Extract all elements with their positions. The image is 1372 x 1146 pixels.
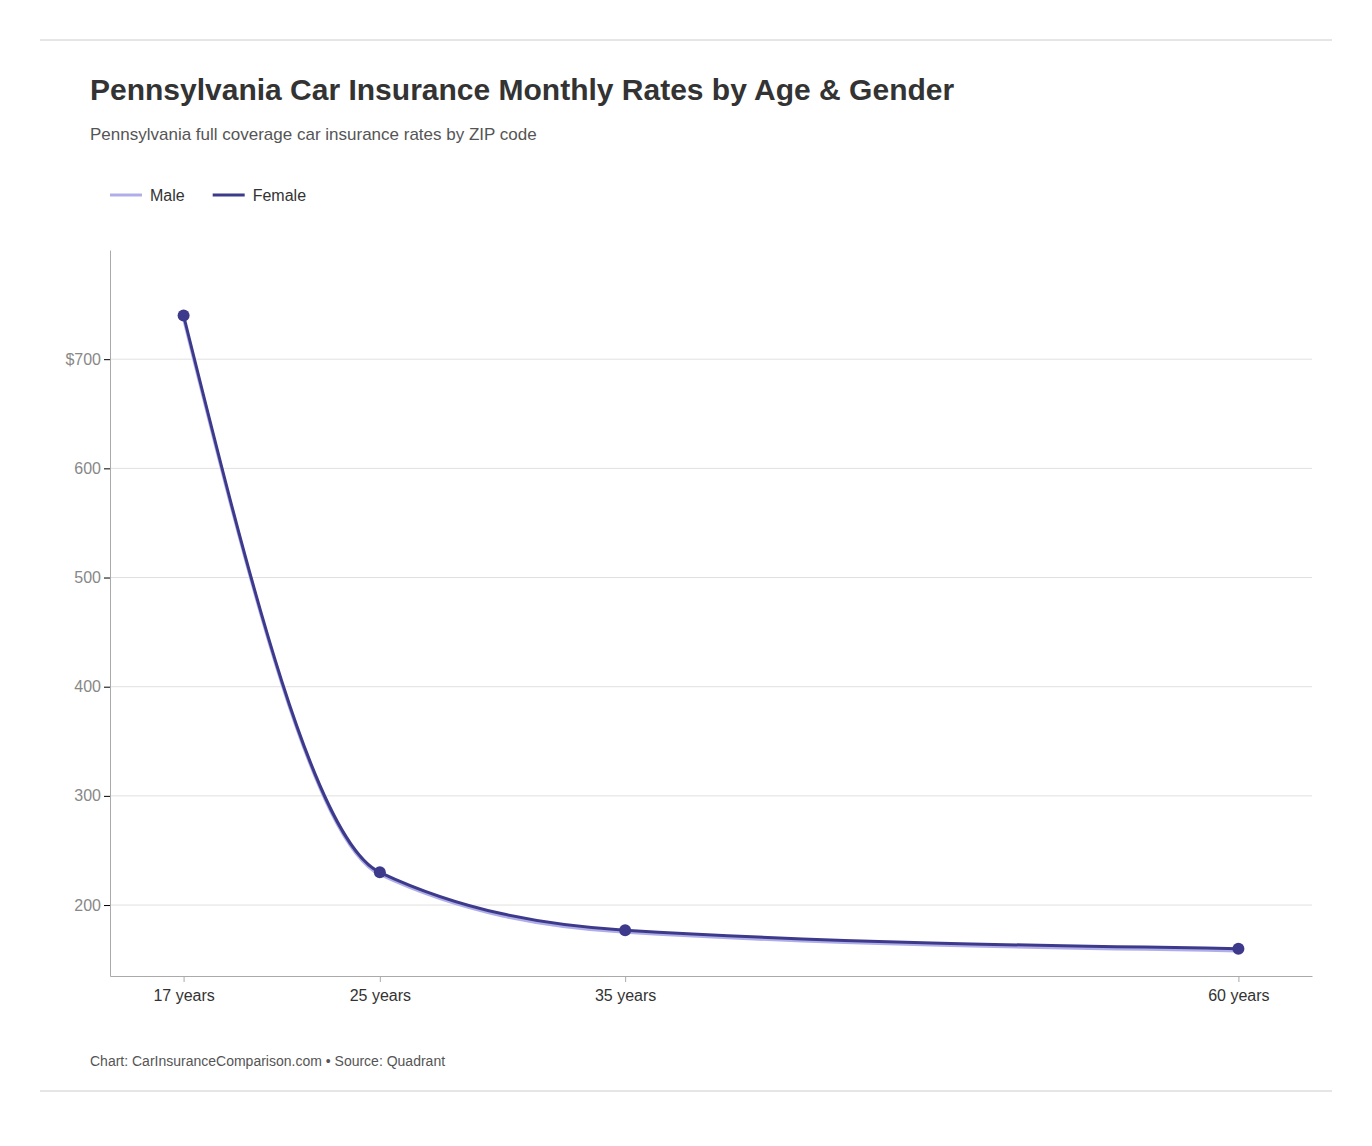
marker [1232, 943, 1244, 955]
grid-line [110, 686, 1312, 687]
x-tick: 17 years [153, 976, 214, 1004]
x-tick-label: 60 years [1208, 987, 1269, 1004]
y-tick-mark [104, 796, 110, 797]
y-tick: 600 [74, 460, 110, 477]
y-axis-line [110, 251, 111, 977]
legend-item: Female [213, 187, 306, 204]
x-tick: 25 years [350, 976, 411, 1004]
x-axis: 17 years 25 years 35 years 60 years [111, 976, 1313, 1004]
top-rule [40, 40, 1332, 41]
marker [374, 866, 386, 878]
y-tick-label: 300 [74, 787, 101, 804]
y-tick-label: 600 [74, 460, 101, 477]
grid-line [110, 577, 1312, 578]
bottom-rule [40, 1091, 1332, 1092]
x-tick-mark [380, 976, 381, 982]
legend-swatch [213, 194, 245, 197]
y-tick-label: 400 [74, 678, 101, 695]
grid-line [110, 905, 1312, 906]
y-tick: 200 [74, 897, 110, 914]
x-tick-mark [1238, 976, 1239, 982]
y-tick: $700 [65, 351, 110, 368]
y-tick: 400 [74, 678, 110, 695]
y-tick-label: 200 [74, 897, 101, 914]
footer: Chart: CarInsuranceComparison.com • Sour… [90, 1053, 445, 1069]
grid [110, 359, 1312, 905]
legend-label: Male [150, 187, 185, 204]
x-axis-line [111, 976, 1313, 977]
y-tick-mark [104, 687, 110, 688]
x-tick-mark [184, 976, 185, 982]
x-tick-label: 17 years [153, 987, 214, 1004]
plot: 200 300 400 500 600 $700 17 years 25 years 35 ye… [65, 251, 1312, 1005]
marker [178, 310, 190, 322]
y-tick-label: $700 [65, 351, 101, 368]
x-tick: 35 years [595, 976, 656, 1004]
title: Pennsylvania Car Insurance Monthly Rates… [90, 73, 954, 106]
marker [619, 924, 631, 936]
y-tick-mark [104, 359, 110, 360]
y-tick: 500 [74, 569, 110, 586]
line [184, 316, 1239, 949]
x-tick-label: 35 years [595, 987, 656, 1004]
subtitle: Pennsylvania full coverage car insurance… [90, 125, 537, 144]
grid-line [110, 359, 1312, 360]
legend: Male Female [110, 187, 306, 204]
x-tick-mark [625, 976, 626, 982]
grid-line [110, 795, 1312, 796]
x-tick-label: 25 years [350, 987, 411, 1004]
y-axis: 200 300 400 500 600 $700 [65, 251, 110, 977]
grid-line [110, 468, 1312, 469]
y-tick-mark [104, 468, 110, 469]
chart: Pennsylvania Car Insurance Monthly Rates… [0, 0, 1372, 1146]
line [184, 319, 1239, 951]
y-tick-mark [104, 578, 110, 579]
y-tick-label: 500 [74, 569, 101, 586]
marks [178, 310, 1245, 955]
legend-swatch [110, 194, 142, 197]
y-tick: 300 [74, 787, 110, 804]
legend-label: Female [253, 187, 306, 204]
y-tick-mark [104, 905, 110, 906]
x-tick: 60 years [1208, 976, 1269, 1004]
legend-item: Male [110, 187, 185, 204]
